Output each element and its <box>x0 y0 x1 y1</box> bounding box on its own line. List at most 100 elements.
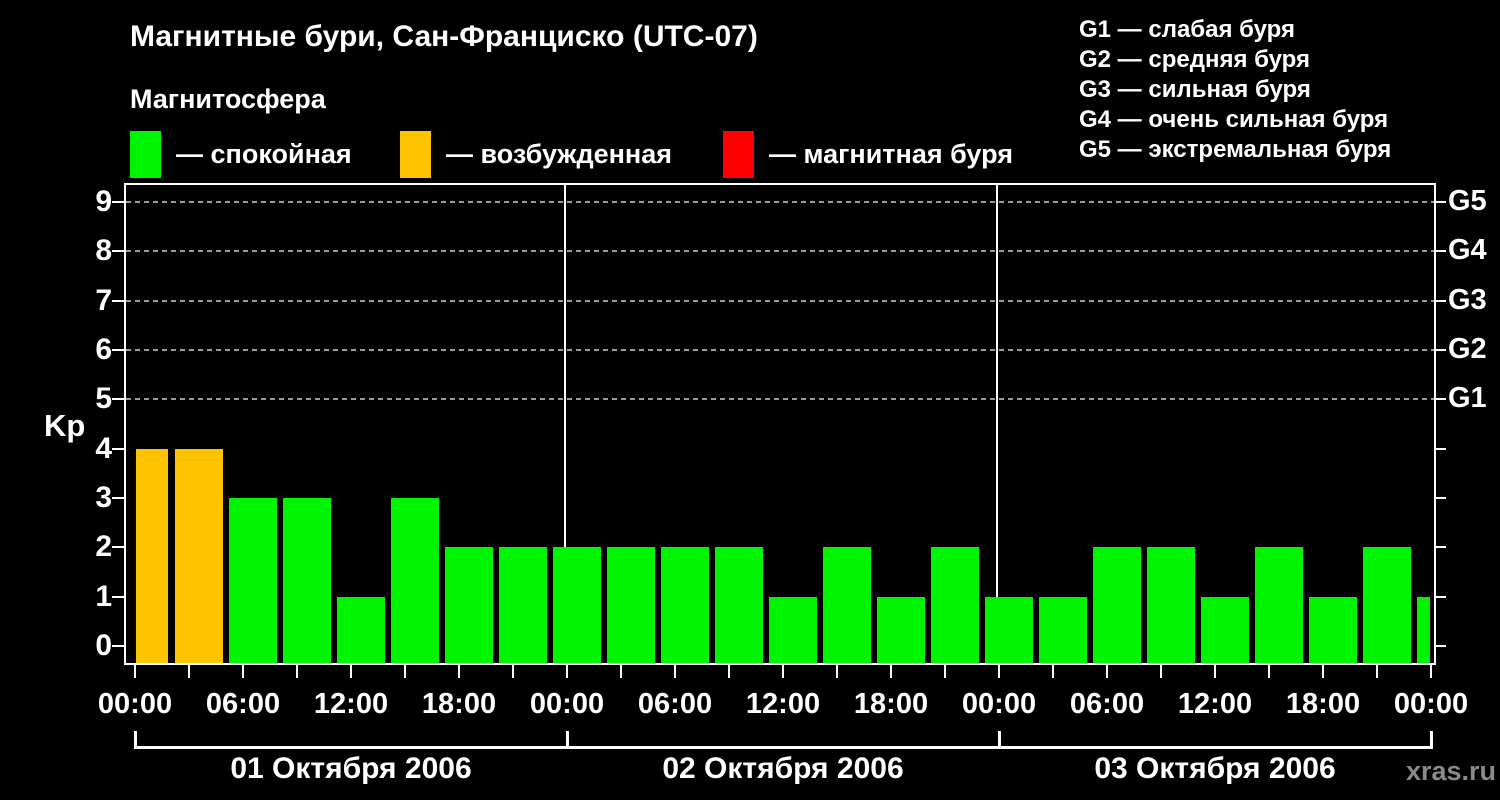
kp-bar-15 <box>931 547 979 663</box>
kp-bar-17 <box>1039 596 1087 663</box>
y-tick-left-9 <box>112 201 124 204</box>
x-tick-label-2: 12:00 <box>313 688 389 720</box>
y-tick-right-6 <box>1436 349 1446 352</box>
x-tick-label-6: 12:00 <box>745 688 821 720</box>
x-tick-label-5: 06:00 <box>637 688 713 720</box>
x-tick-label-7: 18:00 <box>853 688 929 720</box>
storm-scale-legend: G1 — слабая буря G2 — средняя буря G3 — си… <box>1079 15 1391 165</box>
storm-scale-line-g2: G2 — средняя буря <box>1079 46 1310 73</box>
kp-bar-14 <box>877 596 925 663</box>
y-tick-left-5 <box>112 398 124 401</box>
kp-bar-20 <box>1201 596 1249 663</box>
x-tick-13 <box>836 665 838 678</box>
date-label-day2: 02 Октября 2006 <box>662 752 904 785</box>
y-tick-label-5: 5 <box>95 382 112 416</box>
watermark: xras.ru <box>1405 756 1496 786</box>
x-tick-label-10: 12:00 <box>1177 688 1253 720</box>
y-tick-left-4 <box>112 447 124 450</box>
x-tick-label-0: 00:00 <box>97 688 173 720</box>
plot-border <box>124 183 1436 665</box>
date-bracket-tick-0 <box>134 731 137 746</box>
x-tick-24 <box>1430 665 1432 678</box>
gridline-kp6 <box>126 349 1434 352</box>
kp-bar-6 <box>445 547 493 663</box>
x-tick-10 <box>674 665 676 678</box>
right-axis-label-g1: G1 <box>1448 382 1487 415</box>
storm-scale-line-g4: G4 — очень сильная буря <box>1079 106 1389 133</box>
y-tick-left-2 <box>112 546 124 549</box>
kp-bar-23 <box>1363 547 1411 663</box>
x-tick-2 <box>242 665 244 678</box>
kp-bar-2 <box>229 498 277 663</box>
plot-area <box>126 185 1434 663</box>
quiet-color-swatch-icon <box>130 131 161 178</box>
y-tick-label-2: 2 <box>95 530 112 564</box>
storm-color-swatch-icon <box>723 131 754 178</box>
x-tick-18 <box>1106 665 1108 678</box>
x-tick-8 <box>566 665 568 678</box>
date-bracket-tick-2 <box>998 731 1001 746</box>
date-bracket-line <box>134 746 1433 749</box>
x-tick-label-11: 18:00 <box>1285 688 1361 720</box>
day-boundary-line-1 <box>564 185 566 663</box>
x-tick-15 <box>944 665 946 678</box>
x-tick-label-12: 00:00 <box>1393 688 1469 720</box>
kp-bar-4 <box>337 596 385 663</box>
y-tick-label-9: 9 <box>95 185 112 219</box>
y-tick-left-7 <box>112 299 124 302</box>
day-boundary-line-2 <box>996 185 998 663</box>
kp-bar-10 <box>661 547 709 663</box>
y-tick-right-3 <box>1436 497 1446 499</box>
y-tick-label-0: 0 <box>95 629 112 662</box>
y-tick-label-8: 8 <box>95 234 112 268</box>
y-axis-title: Kp <box>44 408 86 443</box>
kp-bar-12 <box>769 596 817 663</box>
x-tick-20 <box>1214 665 1216 678</box>
x-tick-7 <box>512 665 514 678</box>
y-tick-right-0 <box>1436 645 1446 647</box>
right-axis-label-g4: G4 <box>1448 234 1487 267</box>
y-tick-label-6: 6 <box>95 333 112 367</box>
x-tick-19 <box>1160 665 1162 678</box>
kp-bar-19 <box>1147 547 1195 663</box>
x-tick-1 <box>188 665 190 678</box>
y-tick-left-8 <box>112 250 124 253</box>
storm-scale-line-g1: G1 — слабая буря <box>1079 16 1296 43</box>
kp-bar-5 <box>391 498 439 663</box>
legend-item-excited: — возбужденная <box>400 131 672 178</box>
y-tick-label-4: 4 <box>95 431 112 465</box>
kp-bar-22 <box>1309 596 1357 663</box>
kp-bar-21 <box>1255 547 1303 663</box>
kp-bar-16 <box>985 596 1033 663</box>
y-tick-right-8 <box>1436 250 1446 253</box>
x-tick-11 <box>728 665 730 678</box>
legend-item-storm: — магнитная буря <box>723 131 1013 178</box>
storm-scale-line-g5: G5 — экстремальная буря <box>1079 136 1392 163</box>
gridline-kp7 <box>126 299 1434 302</box>
x-tick-label-1: 06:00 <box>205 688 281 720</box>
x-tick-0 <box>134 665 136 678</box>
x-tick-14 <box>890 665 892 678</box>
kp-bar-8 <box>553 547 601 663</box>
magnetosphere-label: Магнитосфера <box>130 84 326 114</box>
x-tick-label-4: 00:00 <box>529 688 605 720</box>
legend-label-excited: — возбужденная <box>446 139 672 169</box>
storm-scale-line-g3: G3 — сильная буря <box>1079 76 1311 103</box>
y-tick-label-7: 7 <box>95 283 112 317</box>
right-axis-label-g5: G5 <box>1448 185 1487 218</box>
right-axis-label-g3: G3 <box>1448 283 1487 316</box>
date-label-day1: 01 Октября 2006 <box>230 752 472 785</box>
y-tick-left-6 <box>112 349 124 352</box>
date-bracket-tick-3 <box>1430 731 1433 746</box>
y-tick-right-2 <box>1436 546 1446 549</box>
kp-bar-3 <box>283 498 331 663</box>
kp-bar-18 <box>1093 547 1141 663</box>
legend-label-storm: — магнитная буря <box>769 139 1013 169</box>
x-tick-23 <box>1376 665 1378 678</box>
x-tick-17 <box>1052 665 1054 678</box>
gridline-kp9 <box>126 201 1434 204</box>
kp-bar-11 <box>715 547 763 663</box>
chart-title: Магнитные бури, Сан-Франциско (UTC-07) <box>130 20 758 53</box>
x-tick-6 <box>458 665 460 678</box>
